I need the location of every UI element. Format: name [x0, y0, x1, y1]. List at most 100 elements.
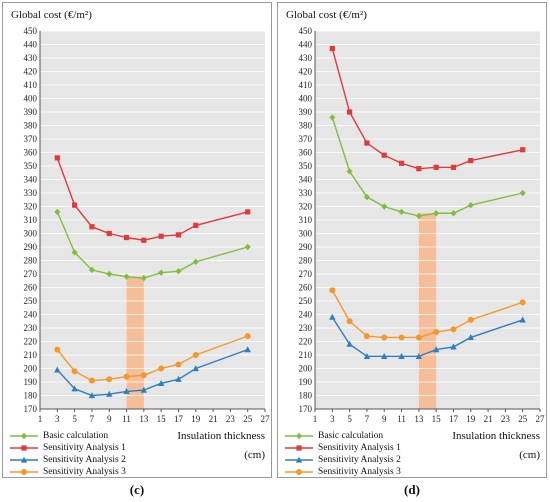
data-point — [72, 202, 78, 208]
x-tick-label: 19 — [191, 414, 201, 424]
data-point — [54, 346, 61, 353]
series-sa1 — [329, 45, 526, 172]
legend-label: Sensitivity Analysis 1 — [318, 443, 401, 453]
x-tick-label: 19 — [466, 414, 476, 424]
y-tick-label: 380 — [24, 121, 38, 131]
x-tick-label: 23 — [226, 414, 236, 424]
x-tick-label: 13 — [139, 414, 149, 424]
legend-item-basic: Basic calculation — [9, 430, 126, 442]
x-tick-label: 9 — [382, 414, 387, 424]
x-axis-title: Insulation thickness — [177, 430, 265, 442]
x-tick-label: 17 — [174, 414, 184, 424]
legend-item-basic: Basic calculation — [284, 430, 401, 442]
optimum-highlight-band — [126, 276, 144, 409]
data-point — [71, 385, 78, 392]
y-tick-label: 260 — [24, 283, 38, 293]
y-tick-label: 430 — [24, 53, 38, 63]
y-tick-label: 210 — [299, 350, 313, 360]
data-point — [467, 201, 474, 209]
y-tick-label: 290 — [24, 242, 38, 252]
y-tick-label: 370 — [24, 134, 38, 144]
x-tick-label: 5 — [72, 414, 77, 424]
data-point — [71, 249, 78, 256]
y-tick-label: 300 — [299, 229, 313, 239]
legend-item-sa3: Sensitivity Analysis 3 — [9, 466, 126, 478]
x-axis-label-d: Insulation thickness (cm) — [452, 427, 540, 465]
y-tick-label: 220 — [299, 337, 313, 347]
data-point — [88, 377, 95, 384]
y-tick-label: 240 — [24, 310, 38, 320]
y-tick-label: 300 — [24, 229, 38, 239]
y-axis-label: Global cost (€/m²) — [11, 9, 92, 21]
data-point — [468, 158, 474, 164]
series-sa2 — [54, 346, 251, 399]
data-point — [415, 352, 423, 359]
legend-marker — [21, 469, 27, 475]
panel-caption-d: (d) — [404, 482, 420, 497]
legend-label: Sensitivity Analysis 2 — [318, 455, 401, 465]
series-line — [56, 335, 248, 382]
series-basic — [329, 114, 526, 220]
x-axis-unit: (cm) — [519, 449, 540, 461]
data-point — [141, 237, 147, 243]
legend-label: Sensitivity Analysis 2 — [43, 455, 126, 465]
data-point — [89, 224, 95, 230]
y-tick-label: 330 — [24, 188, 38, 198]
data-point — [106, 376, 113, 383]
x-axis-title: Insulation thickness — [452, 430, 540, 442]
data-point — [346, 168, 353, 175]
data-point — [433, 329, 440, 336]
data-point — [140, 386, 148, 393]
x-tick-label: 17 — [449, 414, 459, 424]
y-tick-label: 430 — [299, 53, 313, 63]
data-point — [346, 318, 353, 325]
chart-plot-d: 170 180 190 200 210 220 230 240 250 260 270 280 290 3… — [299, 26, 546, 424]
data-point — [519, 299, 526, 306]
y-tick-label: 350 — [299, 161, 313, 171]
chart-plot-c: 170 180 190 200 210 220 230 240 250 260 270 280 290 3… — [24, 26, 271, 424]
data-point — [398, 334, 405, 341]
y-tick-label: 270 — [299, 269, 313, 279]
legend-swatch-sa3 — [10, 469, 38, 475]
data-point — [433, 164, 439, 170]
data-point — [158, 269, 165, 276]
data-point — [381, 334, 388, 341]
data-point — [398, 160, 405, 166]
legend-swatch-sa1 — [10, 445, 38, 451]
data-point — [71, 368, 78, 375]
y-tick-label: 320 — [299, 202, 313, 212]
data-point — [88, 392, 96, 399]
legend-swatch-sa2 — [10, 456, 38, 463]
data-point — [363, 352, 371, 359]
y-tick-label: 330 — [299, 188, 313, 198]
data-point — [158, 365, 165, 372]
y-tick-label: 190 — [24, 377, 38, 387]
data-point — [106, 390, 113, 397]
x-tick-label: 15 — [157, 414, 167, 424]
data-point — [519, 316, 526, 323]
data-point — [140, 372, 147, 379]
data-point — [192, 352, 199, 358]
x-tick-label: 25 — [243, 414, 253, 424]
x-axis-label-c: Insulation thickness (cm) — [177, 427, 265, 465]
data-point — [329, 287, 336, 294]
y-tick-label: 170 — [24, 404, 38, 414]
y-tick-label: 290 — [299, 242, 313, 252]
series-line — [331, 117, 523, 217]
data-point — [363, 333, 370, 340]
data-point — [432, 346, 440, 353]
y-tick-label: 340 — [24, 175, 38, 185]
data-point — [123, 388, 130, 395]
y-tick-label: 230 — [299, 323, 313, 333]
panel-caption-c: (c) — [129, 482, 145, 497]
data-point — [363, 193, 370, 201]
legend-swatch-sa3 — [285, 469, 313, 475]
data-point — [329, 313, 336, 320]
legend-swatch-basic — [10, 432, 38, 440]
data-point — [329, 45, 335, 52]
y-tick-label: 450 — [24, 26, 38, 36]
data-point — [244, 333, 251, 340]
legend-label: Sensitivity Analysis 3 — [318, 467, 401, 477]
data-point — [467, 334, 474, 341]
data-point — [54, 208, 61, 216]
